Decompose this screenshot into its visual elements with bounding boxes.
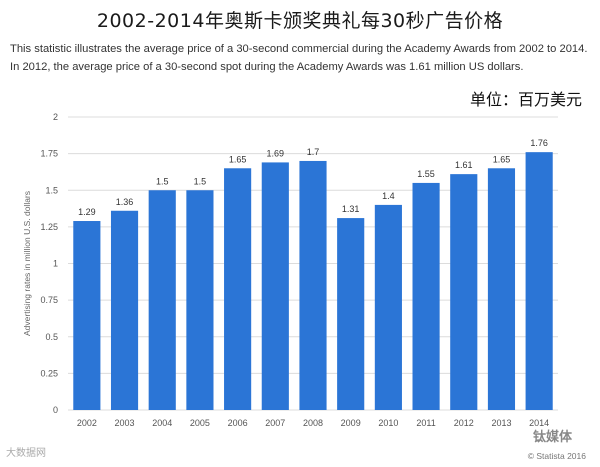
data-label-2007: 1.69 [267,148,285,158]
bar-2014 [525,152,553,410]
bar-2013 [487,168,516,410]
data-label-2006: 1.65 [229,154,247,164]
bar-2009 [337,218,365,410]
y-tick-label: 1 [53,259,58,269]
y-tick-label: 0 [53,405,58,415]
bar-2003 [110,210,139,410]
bar-2008 [299,160,327,410]
data-label-2005: 1.5 [194,176,207,186]
x-tick-label-2014: 2014 [529,418,549,428]
bar-2004 [148,190,176,410]
chart-description: This statistic illustrates the average p… [10,43,588,73]
x-tick-label-2006: 2006 [228,418,248,428]
y-tick-label: 0.5 [45,332,58,342]
data-label-2002: 1.29 [78,207,96,217]
data-label-2011: 1.55 [417,169,435,179]
data-label-2012: 1.61 [455,160,473,170]
source-credit: © Statista 2016 [527,451,586,461]
data-label-2014: 1.76 [530,138,548,148]
data-label-2003: 1.36 [116,197,134,207]
y-tick-label: 1.25 [40,222,58,232]
x-tick-label-2013: 2013 [491,418,511,428]
data-label-2013: 1.65 [493,154,511,164]
x-tick-label-2009: 2009 [341,418,361,428]
bar-2012 [450,174,478,410]
bar-2010 [374,204,402,410]
x-tick-label-2011: 2011 [416,418,435,428]
y-tick-label: 0.75 [40,295,58,305]
x-tick-label-2012: 2012 [454,418,474,428]
unit-label: 单位：百万美元 [469,90,582,109]
x-tick-label-2007: 2007 [265,418,285,428]
x-tick-label-2010: 2010 [378,418,398,428]
bar-2005 [186,190,214,410]
y-axis-label: Advertising rates in million U.S. dollar… [22,191,32,336]
data-label-2010: 1.4 [382,191,395,201]
data-label-2009: 1.31 [342,204,360,214]
bar-2011 [412,182,440,410]
x-tick-label-2002: 2002 [77,418,97,428]
x-tick-label-2004: 2004 [152,418,172,428]
y-tick-label: 1.5 [45,185,58,195]
y-tick-label: 0.25 [40,368,58,378]
data-label-2004: 1.5 [156,176,169,186]
data-label-2008: 1.7 [307,147,320,157]
y-tick-label: 1.75 [40,149,58,159]
chart-title: 2002-2014年奥斯卡颁奖典礼每30秒广告价格 [96,10,504,32]
x-tick-label-2008: 2008 [303,418,323,428]
x-tick-label-2003: 2003 [115,418,135,428]
bar-2002 [73,221,101,410]
bar-2007 [261,162,289,410]
x-tick-label-2005: 2005 [190,418,210,428]
y-tick-label: 2 [53,112,58,122]
bar-2006 [224,168,252,410]
brand-logo-text: 钛媒体 [532,430,572,445]
watermark: 大数据网 [6,448,46,459]
